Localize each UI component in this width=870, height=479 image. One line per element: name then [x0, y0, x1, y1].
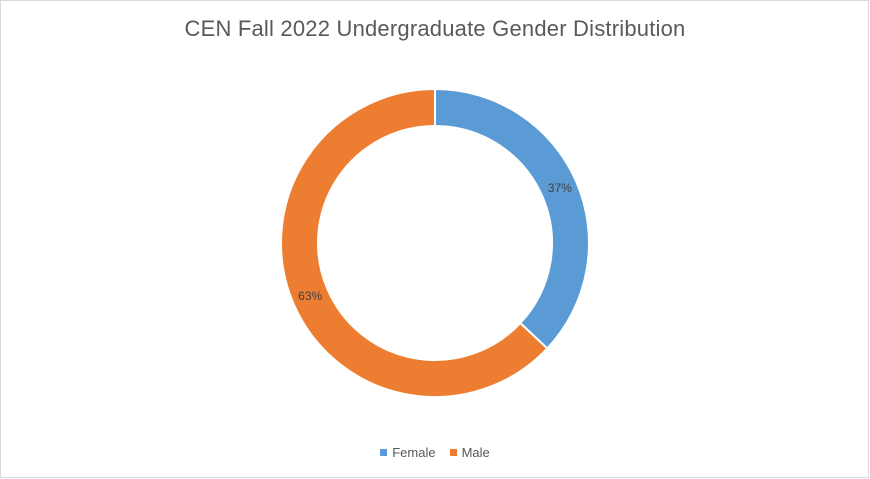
legend-label-female: Female: [392, 445, 436, 460]
donut-data-labels: 37% 63%: [298, 181, 572, 303]
donut-slices: [280, 87, 590, 398]
chart-title: CEN Fall 2022 Undergraduate Gender Distr…: [184, 16, 686, 41]
donut-slice-male: [280, 87, 549, 398]
legend-swatch-female: [380, 449, 388, 456]
legend-label-male: Male: [461, 445, 490, 460]
legend-item-female: Female: [380, 445, 436, 460]
data-label-female: 37%: [548, 181, 572, 195]
donut-slice-female: [434, 87, 590, 350]
legend-item-male: Male: [449, 445, 490, 460]
data-label-male: 63%: [298, 289, 322, 303]
legend-swatch-male: [449, 449, 457, 456]
chart-legend: Female Male: [0, 445, 870, 460]
